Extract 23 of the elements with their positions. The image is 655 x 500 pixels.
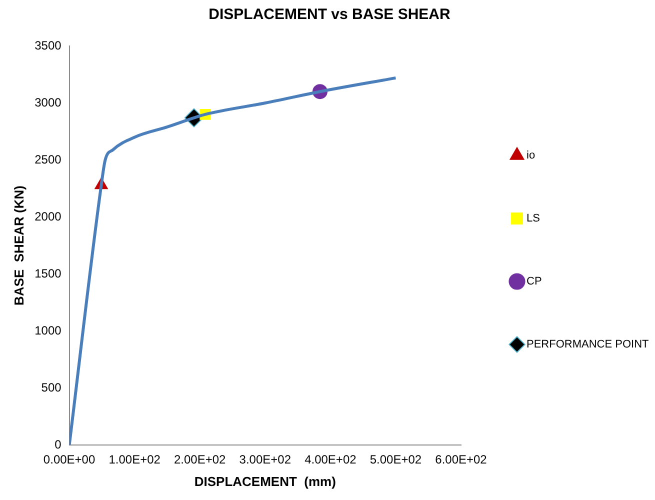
- x-tick-label: 1.00E+02: [108, 452, 161, 467]
- x-tick-label: 2.00E+02: [174, 452, 226, 467]
- y-tick-label: 1000: [34, 323, 62, 338]
- x-axis-title: DISPLACEMENT (mm): [194, 474, 336, 489]
- x-tick-label: 6.00E+02: [435, 452, 488, 467]
- legend-label: CP: [526, 276, 542, 288]
- y-tick-label: 500: [41, 380, 62, 394]
- y-tick-label: 3000: [34, 95, 62, 110]
- y-tick-label: 0: [54, 437, 62, 452]
- legend-label: PERFORMANCE POINT: [526, 338, 650, 351]
- legend-label: LS: [526, 212, 540, 225]
- y-tick-label: 3500: [34, 38, 62, 52]
- y-tick-label: 1500: [34, 266, 62, 280]
- x-tick-label: 5.00E+02: [370, 452, 422, 467]
- y-axis-title: BASE SHEAR (KN): [11, 186, 26, 306]
- x-tick-label: 0.00E+00: [43, 452, 96, 467]
- y-tick-label: 2500: [34, 152, 62, 166]
- legend-label: io: [526, 150, 536, 162]
- x-tick-label: 4.00E+02: [304, 452, 357, 467]
- x-tick-label: 3.00E+02: [239, 452, 292, 467]
- line-series: [69, 76, 398, 445]
- y-tick-label: 2000: [34, 209, 62, 224]
- chart-title: DISPLACEMENT vs BASE SHEAR: [208, 6, 451, 24]
